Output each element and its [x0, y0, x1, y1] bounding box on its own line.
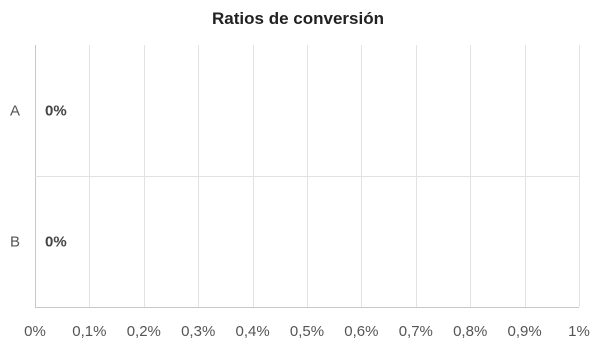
x-tick-label: 0,2% [127, 323, 161, 340]
x-tick-label: 1% [568, 323, 590, 340]
bar-value-label-b: 0% [45, 234, 67, 251]
x-tick-label: 0,7% [399, 323, 433, 340]
bar-value-label-a: 0% [45, 103, 67, 120]
x-tick-label: 0,3% [181, 323, 215, 340]
category-label-layer: AB [10, 103, 20, 251]
x-tick-label: 0,4% [235, 323, 269, 340]
x-tick-label: 0,9% [507, 323, 541, 340]
x-tick-label: 0,8% [453, 323, 487, 340]
chart-title: Ratios de conversión [212, 9, 384, 28]
category-label-b: B [10, 234, 20, 251]
bar-layer: 0% 0% [45, 103, 67, 251]
x-tick-label: 0,5% [290, 323, 324, 340]
grid-layer [35, 45, 580, 308]
x-tick-label: 0,1% [72, 323, 106, 340]
x-tick-label-layer: 0% 0,1% 0,2% 0,3% 0,4% 0,5% 0,6% 0,7% 0,8% 0,9% 1% [24, 323, 590, 340]
x-tick-label: 0% [24, 323, 46, 340]
x-tick-label: 0,6% [344, 323, 378, 340]
category-label-a: A [10, 103, 20, 120]
